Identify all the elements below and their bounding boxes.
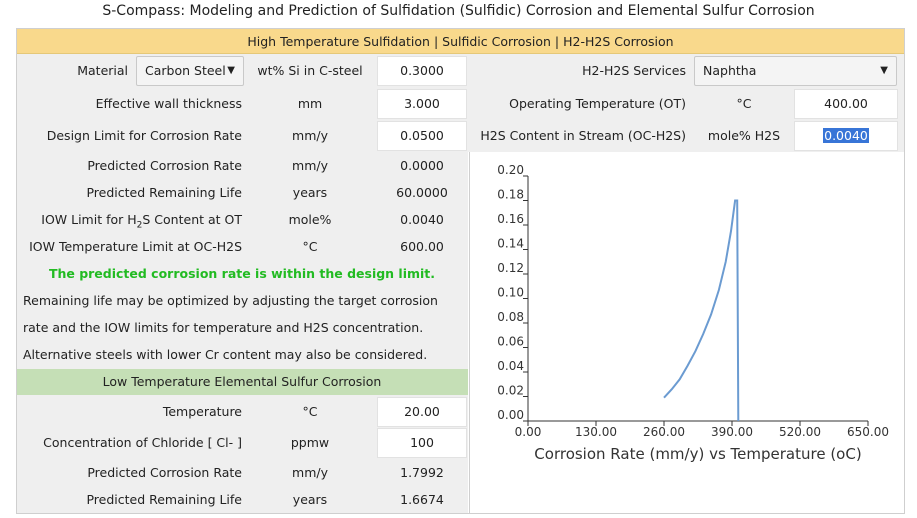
low-life-label: Predicted Remaining Life: [86, 492, 242, 507]
y-tick-label: 0.08: [497, 310, 524, 324]
series-line: [663, 199, 740, 422]
low-temp-banner: Low Temperature Elemental Sulfur Corrosi…: [16, 369, 468, 395]
material-value: Carbon Steel: [145, 63, 226, 78]
advice-line-2: rate and the IOW limits for temperature …: [23, 320, 424, 335]
chloride-unit: ppmw: [290, 435, 330, 450]
y-tick-label: 0.06: [497, 335, 524, 349]
iow-temp-unit: °C: [302, 239, 318, 254]
services-value: Naphtha: [703, 63, 757, 78]
advice-line-3: Alternative steels with lower Cr content…: [23, 347, 428, 362]
y-tick-label: 0.18: [497, 188, 524, 202]
low-temp-unit: °C: [302, 404, 318, 419]
chart-container: 0.00 0.02 0.04 0.06 0.08 0.10 0.12 0.14 0.16 0.18…: [469, 152, 905, 514]
design-limit-unit: mm/y: [292, 128, 328, 143]
y-tick-label: 0.10: [497, 286, 524, 300]
wall-thickness-input[interactable]: 3.000: [377, 89, 467, 119]
remaining-life-value: 60.0000: [396, 185, 448, 200]
services-select[interactable]: Naphtha ▼: [694, 56, 897, 86]
iow-h2s-label: IOW Limit for H2S Content at OT: [41, 212, 242, 231]
predicted-rate-unit: mm/y: [292, 158, 328, 173]
chevron-down-icon: ▼: [227, 65, 235, 76]
low-temp-label: Temperature: [162, 404, 242, 419]
low-rate-label: Predicted Corrosion Rate: [87, 465, 242, 480]
iow-h2s-unit: mole%: [288, 212, 332, 227]
y-tick-label: 0.04: [497, 359, 524, 373]
low-rate-unit: mm/y: [292, 465, 328, 480]
y-tick-label: 0.12: [497, 261, 524, 275]
y-tick-label: 0.20: [497, 163, 524, 177]
low-rate-value: 1.7992: [400, 465, 444, 480]
x-tick-label: 260.00: [643, 425, 685, 439]
x-tick-label: 650.00: [847, 425, 889, 439]
design-limit-label: Design Limit for Corrosion Rate: [46, 128, 242, 143]
predicted-rate-value: 0.0000: [400, 158, 444, 173]
y-tick-label: 0.14: [497, 237, 524, 251]
si-input[interactable]: 0.3000: [377, 56, 467, 86]
iow-temp-value: 600.00: [400, 239, 444, 254]
chloride-label: Concentration of Chloride [ Cl- ]: [43, 435, 242, 450]
y-tick-label: 0.00: [497, 408, 524, 422]
si-label: wt% Si in C-steel: [257, 63, 363, 78]
corrosion-chart: 0.00 0.02 0.04 0.06 0.08 0.10 0.12 0.14 0.16 0.18…: [497, 163, 889, 463]
advice-line-1: Remaining life may be optimized by adjus…: [23, 293, 438, 308]
status-message: The predicted corrosion rate is within t…: [48, 266, 436, 281]
h2s-content-label: H2S Content in Stream (OC-H2S): [480, 128, 686, 143]
op-temp-label: Operating Temperature (OT): [509, 96, 686, 111]
x-tick-label: 130.00: [575, 425, 617, 439]
remaining-life-unit: years: [292, 185, 328, 200]
low-temp-input[interactable]: 20.00: [377, 397, 467, 427]
services-label: H2-H2S Services: [582, 63, 686, 78]
chloride-input[interactable]: 100: [377, 428, 467, 458]
x-tick-label: 0.00: [515, 425, 542, 439]
material-select[interactable]: Carbon Steel ▼: [136, 56, 244, 86]
design-limit-input[interactable]: 0.0500: [377, 121, 467, 151]
h2s-content-unit: mole% H2S: [707, 128, 781, 143]
page-title: S-Compass: Modeling and Prediction of Su…: [102, 3, 815, 19]
op-temp-input[interactable]: 400.00: [794, 89, 898, 119]
iow-temp-label: IOW Temperature Limit at OC-H2S: [29, 239, 242, 254]
y-tick-label: 0.02: [497, 384, 524, 398]
y-tick-label: 0.16: [497, 212, 524, 226]
iow-h2s-value: 0.0040: [400, 212, 444, 227]
h2s-content-value: 0.0040: [823, 128, 869, 143]
x-axis-label: Corrosion Rate (mm/y) vs Temperature (oC…: [534, 445, 861, 463]
remaining-life-label: Predicted Remaining Life: [86, 185, 242, 200]
low-life-unit: years: [292, 492, 328, 507]
h2s-content-input[interactable]: 0.0040: [794, 121, 898, 151]
sulfidation-banner: High Temperature Sulfidation | Sulfidic …: [16, 28, 905, 54]
low-life-value: 1.6674: [400, 492, 444, 507]
x-tick-label: 520.00: [779, 425, 821, 439]
predicted-rate-label: Predicted Corrosion Rate: [87, 158, 242, 173]
wall-thickness-unit: mm: [297, 96, 323, 111]
op-temp-unit: °C: [736, 96, 752, 111]
chevron-down-icon: ▼: [880, 65, 888, 76]
wall-thickness-label: Effective wall thickness: [95, 96, 242, 111]
x-tick-label: 390.00: [711, 425, 753, 439]
material-label: Material: [77, 63, 128, 78]
